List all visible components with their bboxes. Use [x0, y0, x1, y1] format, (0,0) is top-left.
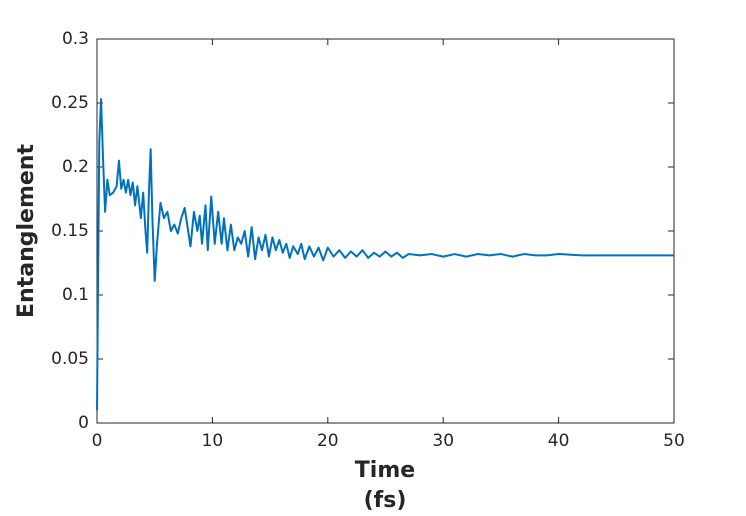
x-tick-label: 50	[663, 431, 685, 451]
x-tick-label: 20	[317, 431, 339, 451]
x-tick-label: 0	[92, 431, 103, 451]
plot-frame	[96, 38, 675, 424]
x-axis-label: (fs)	[364, 488, 407, 513]
y-axis-label: Entanglement	[14, 144, 39, 318]
x-tick-label: 30	[432, 431, 454, 451]
y-tick-label: 0.05	[51, 349, 89, 369]
y-tick-label: 0.2	[62, 157, 89, 177]
y-tick-label: 0.15	[51, 221, 89, 241]
y-tick-label: 0.3	[62, 29, 89, 49]
data-line	[96, 98, 674, 411]
y-tick-label: 0.1	[62, 285, 89, 305]
y-tick-label: 0.25	[51, 93, 89, 113]
x-tick-label: 10	[202, 431, 224, 451]
x-axis-label: Time	[355, 458, 415, 483]
y-tick-label: 0	[78, 413, 89, 433]
x-tick-label: 40	[548, 431, 570, 451]
